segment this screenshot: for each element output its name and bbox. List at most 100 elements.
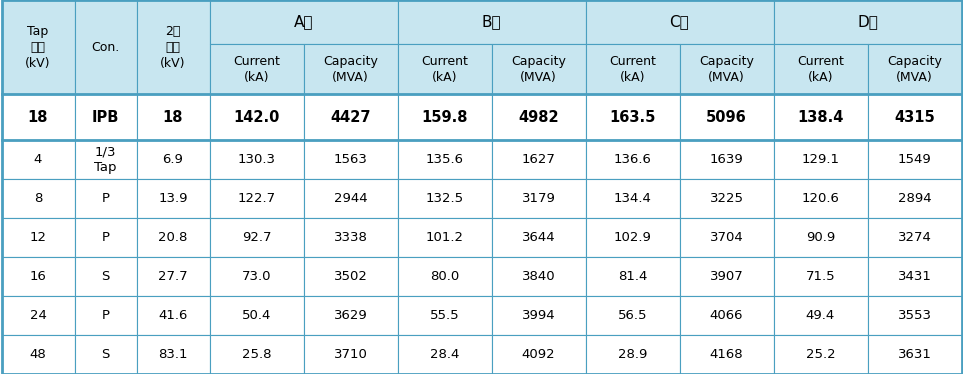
Bar [398, 140, 491, 179]
Bar [491, 179, 586, 218]
Bar [303, 218, 398, 257]
Bar [773, 296, 868, 335]
Text: 20.8: 20.8 [158, 231, 188, 244]
Bar [303, 94, 398, 140]
Bar [210, 296, 303, 335]
Text: C사: C사 [669, 15, 690, 30]
Bar [680, 296, 773, 335]
Bar [491, 94, 586, 140]
Bar [868, 335, 961, 374]
Text: 24: 24 [30, 309, 46, 322]
Bar [586, 140, 680, 179]
Text: 8: 8 [34, 192, 42, 205]
Text: 41.6: 41.6 [158, 309, 188, 322]
Bar [137, 0, 210, 94]
Bar [210, 94, 303, 140]
Bar [137, 179, 210, 218]
Text: 1639: 1639 [710, 153, 743, 166]
Text: 90.9: 90.9 [806, 231, 835, 244]
Text: 3710: 3710 [333, 348, 368, 361]
Text: Capacity
(MVA): Capacity (MVA) [699, 55, 754, 83]
Bar [2, 179, 74, 218]
Text: Tap
전압
(kV): Tap 전압 (kV) [25, 25, 51, 70]
Text: 2894: 2894 [898, 192, 931, 205]
Bar [868, 296, 961, 335]
Text: A사: A사 [294, 15, 313, 30]
Bar [210, 0, 398, 44]
Bar [137, 94, 210, 140]
Bar [74, 0, 137, 94]
Bar [210, 44, 303, 94]
Bar [868, 140, 961, 179]
Text: 3338: 3338 [333, 231, 368, 244]
Bar [680, 140, 773, 179]
Text: 48: 48 [30, 348, 46, 361]
Bar [491, 335, 586, 374]
Text: 81.4: 81.4 [618, 270, 647, 283]
Text: 3840: 3840 [522, 270, 556, 283]
Text: Con.: Con. [91, 40, 119, 53]
Bar [74, 179, 137, 218]
Text: IPB: IPB [91, 110, 119, 125]
Bar [680, 218, 773, 257]
Bar [680, 257, 773, 296]
Text: S: S [101, 348, 110, 361]
Text: 50.4: 50.4 [242, 309, 272, 322]
Text: 3907: 3907 [710, 270, 743, 283]
Bar [398, 0, 586, 44]
Text: 5096: 5096 [706, 110, 747, 125]
Text: Current
(kA): Current (kA) [421, 55, 468, 83]
Text: 102.9: 102.9 [613, 231, 651, 244]
Text: Current
(kA): Current (kA) [233, 55, 280, 83]
Text: 142.0: 142.0 [233, 110, 279, 125]
Bar [680, 44, 773, 94]
Text: 13.9: 13.9 [158, 192, 188, 205]
Text: 1/3
Tap: 1/3 Tap [94, 145, 117, 174]
Bar [2, 140, 74, 179]
Bar [210, 179, 303, 218]
Bar [2, 94, 74, 140]
Bar [398, 296, 491, 335]
Bar [2, 218, 74, 257]
Text: P: P [101, 192, 110, 205]
Text: 55.5: 55.5 [429, 309, 459, 322]
Text: 4168: 4168 [710, 348, 743, 361]
Text: 138.4: 138.4 [797, 110, 844, 125]
Text: D사: D사 [857, 15, 878, 30]
Bar [868, 44, 961, 94]
Text: 1549: 1549 [898, 153, 931, 166]
Bar [2, 296, 74, 335]
Text: 4066: 4066 [710, 309, 743, 322]
Bar [210, 218, 303, 257]
Bar [74, 140, 137, 179]
Text: 3704: 3704 [710, 231, 743, 244]
Bar [680, 335, 773, 374]
Bar [586, 94, 680, 140]
Text: 16: 16 [30, 270, 46, 283]
Text: 18: 18 [28, 110, 48, 125]
Bar [2, 257, 74, 296]
Bar [74, 296, 137, 335]
Bar [586, 257, 680, 296]
Bar [210, 257, 303, 296]
Bar [137, 257, 210, 296]
Bar [586, 296, 680, 335]
Bar [586, 218, 680, 257]
Bar [773, 140, 868, 179]
Text: 130.3: 130.3 [238, 153, 275, 166]
Text: 3644: 3644 [522, 231, 556, 244]
Text: 25.8: 25.8 [242, 348, 272, 361]
Text: 3629: 3629 [333, 309, 367, 322]
Text: 101.2: 101.2 [426, 231, 463, 244]
Text: 18: 18 [163, 110, 183, 125]
Bar [398, 179, 491, 218]
Bar [398, 257, 491, 296]
Bar [586, 44, 680, 94]
Text: S: S [101, 270, 110, 283]
Text: 129.1: 129.1 [801, 153, 840, 166]
Bar [74, 257, 137, 296]
Bar [398, 335, 491, 374]
Text: P: P [101, 309, 110, 322]
Text: 73.0: 73.0 [242, 270, 272, 283]
Text: 3274: 3274 [898, 231, 931, 244]
